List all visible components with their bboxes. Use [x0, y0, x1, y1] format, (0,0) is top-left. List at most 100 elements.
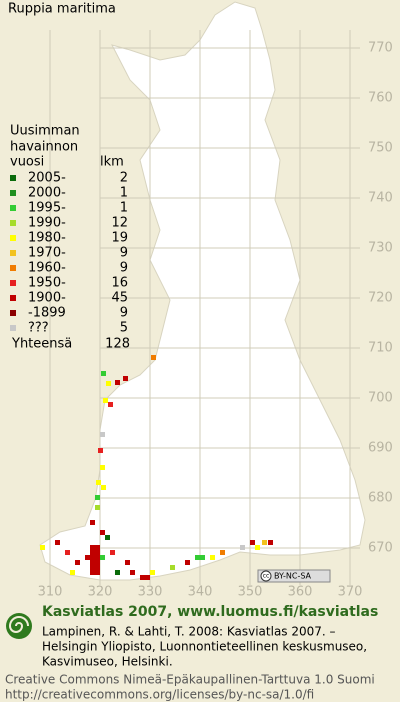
- x-grid-label: 350: [238, 585, 263, 600]
- legend-count: 19: [111, 231, 128, 246]
- total-label: Yhteensä: [11, 337, 72, 352]
- square: [106, 381, 111, 386]
- legend-label: 1960-: [28, 261, 66, 276]
- total: 128: [105, 337, 130, 352]
- legend-swatch: [10, 295, 16, 301]
- legend-count-heading: lkm: [100, 155, 124, 170]
- legend-swatch: [10, 175, 16, 181]
- square: [100, 555, 105, 560]
- title: Ruppia maritima: [8, 2, 116, 17]
- legend-label: ???: [28, 321, 49, 336]
- finland-shape: [39, 1, 366, 581]
- y-grid-label: 710: [368, 341, 393, 356]
- square: [140, 575, 150, 580]
- license-url[interactable]: http://creativecommons.org/licenses/by-n…: [5, 688, 314, 702]
- legend-count: 1: [120, 201, 128, 216]
- badge-circle: [260, 570, 272, 582]
- legend-label: 1900-: [28, 291, 66, 306]
- square: [100, 465, 105, 470]
- site-link[interactable]: Kasviatlas 2007, www.luomus.fi/kasviatla…: [42, 604, 378, 620]
- legend-count: 9: [120, 246, 128, 261]
- square: [115, 570, 120, 575]
- legend-swatch: [10, 250, 16, 256]
- x-grid-label: 360: [288, 585, 313, 600]
- legend-label: 1990-: [28, 216, 66, 231]
- legend-count: 9: [120, 306, 128, 321]
- legend-heading: vuosi: [10, 155, 44, 170]
- square: [220, 550, 225, 555]
- legend-heading: havainnon: [10, 140, 78, 155]
- x-grid-label: 340: [188, 585, 213, 600]
- logo-spiral: [8, 616, 29, 633]
- legend-count: 9: [120, 261, 128, 276]
- square: [103, 398, 108, 403]
- square: [100, 432, 105, 437]
- legend-label: 1980-: [28, 231, 66, 246]
- legend-count: 2: [120, 171, 128, 186]
- y-grid-label: 680: [368, 491, 393, 506]
- y-grid-label: 750: [368, 141, 393, 156]
- legend-swatch: [10, 325, 16, 331]
- square: [101, 485, 106, 490]
- logo: [6, 613, 32, 639]
- square: [240, 545, 245, 550]
- license-badge: cc BY-NC-SA: [257, 569, 331, 583]
- square: [262, 540, 267, 545]
- y-grid-label: 700: [368, 391, 393, 406]
- citation-line: Kasvimuseo, Helsinki.: [42, 655, 173, 669]
- y-grid-label: 760: [368, 91, 393, 106]
- square: [95, 505, 100, 510]
- legend-swatch: [10, 310, 16, 316]
- legend: Uusimman havainnon vuosi lkm Yhteensä 12…: [10, 124, 130, 352]
- y-grid-label: 730: [368, 241, 393, 256]
- square: [185, 560, 190, 565]
- square: [130, 570, 135, 575]
- legend-label: 1950-: [28, 276, 66, 291]
- square: [96, 480, 101, 485]
- grid: 770 760 750 740 730 720 710 700 690 680 670 310 320 3…: [38, 30, 393, 600]
- square: [101, 371, 106, 376]
- legend-swatch: [10, 205, 16, 211]
- square: [255, 545, 260, 550]
- legend-count: 12: [111, 216, 128, 231]
- badge-box: [257, 569, 331, 583]
- square: [110, 550, 115, 555]
- square: [268, 540, 273, 545]
- square: [123, 376, 128, 381]
- square: [151, 355, 156, 360]
- legend-label: 1970-: [28, 246, 66, 261]
- legend-swatch: [10, 190, 16, 196]
- citation-line: Helsingin Yliopisto, Luonnontieteellinen…: [42, 640, 367, 654]
- legend-count: 5: [120, 321, 128, 336]
- x-grid-label: 310: [38, 585, 63, 600]
- square: [210, 555, 215, 560]
- license-line: Creative Commons Nimeä-Epäkaupallinen-Ta…: [5, 673, 375, 687]
- citation-line: Lampinen, R. & Lahti, T. 2008: Kasviatla…: [42, 625, 336, 639]
- square: [65, 550, 70, 555]
- y-grid-label: 720: [368, 291, 393, 306]
- square: [70, 570, 75, 575]
- square: [100, 530, 105, 535]
- square: [90, 520, 95, 525]
- y-grid-label: 690: [368, 441, 393, 456]
- legend-heading: Uusimman: [10, 124, 80, 139]
- square: [90, 545, 100, 575]
- square: [75, 560, 80, 565]
- badge-symbol: cc: [263, 573, 270, 580]
- square: [115, 380, 120, 385]
- square: [150, 570, 155, 575]
- legend-swatch: [10, 280, 16, 286]
- square: [125, 560, 130, 565]
- square: [170, 565, 175, 570]
- legend-swatch: [10, 235, 16, 241]
- square: [195, 555, 205, 560]
- legend-label: 2005-: [28, 171, 66, 186]
- legend-label: -1899: [28, 306, 66, 321]
- legend-count: 45: [111, 291, 128, 306]
- x-grid-label: 330: [138, 585, 163, 600]
- x-grid-label: 320: [88, 585, 113, 600]
- square: [250, 540, 255, 545]
- square: [85, 555, 90, 560]
